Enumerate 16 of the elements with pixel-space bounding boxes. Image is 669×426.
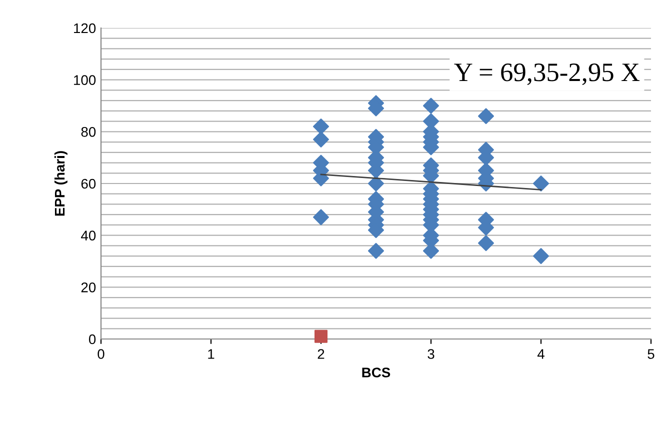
y-tick-label: 80: [81, 127, 96, 137]
x-tick-label: 4: [537, 349, 544, 359]
annotation: Y = 69,35-2,95 X: [454, 64, 640, 86]
x-tick-label: 2: [318, 349, 324, 359]
y-tick-label: 100: [74, 75, 96, 86]
y-tick-label: 120: [74, 23, 96, 34]
y-tick-label: 20: [81, 282, 96, 292]
y-tick-label: 0: [88, 334, 96, 344]
x-tick-label: 5: [648, 349, 654, 359]
y-axis-title: EPP (hari): [54, 151, 68, 216]
y-tick-label: 60: [81, 178, 96, 189]
x-axis-title: BCS: [362, 368, 390, 378]
y-tick-label: 40: [81, 230, 96, 241]
x-tick-label: 0: [98, 349, 104, 359]
x-tick-label: 3: [428, 349, 434, 359]
x-tick-label: 1: [208, 349, 214, 359]
